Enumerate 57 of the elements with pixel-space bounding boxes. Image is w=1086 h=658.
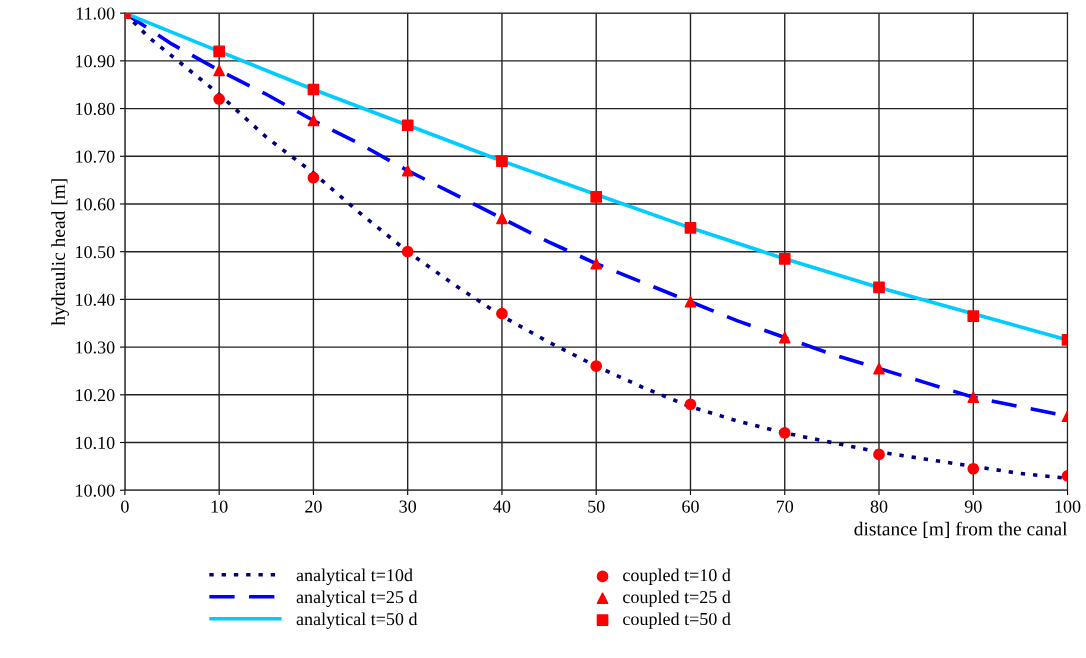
point — [590, 190, 603, 203]
y-tick-label: 10.40 — [76, 293, 115, 306]
y-tick-label: 10.80 — [76, 102, 115, 116]
x-tick-label: 20 — [305, 500, 322, 513]
y-tick-label: 10.10 — [76, 436, 115, 450]
x-tick-label: 80 — [870, 500, 888, 513]
x-tick-label: 50 — [588, 500, 605, 513]
point — [401, 164, 414, 177]
point — [401, 119, 414, 132]
x-tick-label: 100 — [1055, 500, 1081, 513]
x-tick-label: 10 — [211, 500, 228, 513]
y-tick-label: 10.70 — [76, 150, 115, 163]
y-tick-label: 11.00 — [76, 7, 115, 20]
y-tick-label: 10.00 — [76, 484, 115, 497]
legend-label: coupled t=10 d — [623, 568, 731, 585]
x-tick-label: 0 — [121, 500, 129, 513]
x-tick-label: 30 — [399, 500, 417, 513]
y-axis-title: hydraulic head [m] — [51, 179, 69, 326]
point — [684, 398, 697, 411]
x-tick-label: 90 — [964, 500, 982, 513]
point — [967, 310, 980, 322]
point — [496, 155, 508, 167]
point — [684, 221, 697, 234]
x-tick-label: 70 — [776, 500, 794, 513]
point — [213, 93, 225, 105]
point — [778, 252, 791, 265]
point — [496, 307, 508, 320]
point — [496, 212, 508, 225]
point — [778, 427, 791, 439]
point — [307, 83, 320, 96]
point — [213, 64, 225, 77]
y-tick-label: 10.20 — [76, 389, 115, 402]
x-axis-title: distance [m] from the canal — [854, 521, 1068, 538]
legend-label: coupled t=50 d — [623, 612, 731, 629]
y-tick-label: 10.50 — [76, 245, 115, 259]
point — [873, 362, 885, 375]
point — [778, 331, 791, 344]
point — [873, 281, 885, 294]
y-tick-label: 10.90 — [76, 55, 115, 68]
x-tick-label: 60 — [682, 500, 699, 513]
point — [307, 114, 320, 127]
point — [873, 448, 885, 461]
point — [213, 45, 225, 58]
point — [307, 171, 320, 184]
legend-label: coupled t=25 d — [623, 590, 731, 607]
point — [590, 257, 603, 270]
point — [684, 295, 697, 308]
point — [401, 245, 414, 258]
y-tick-label: 10.60 — [76, 198, 115, 211]
legend-label: analytical t=10d — [296, 568, 413, 586]
legend-label: analytical t=25 d — [296, 590, 418, 607]
point — [967, 391, 980, 404]
x-tick-label: 40 — [493, 500, 511, 513]
legend-label: analytical t=50 d — [296, 612, 418, 629]
point — [967, 462, 980, 475]
y-tick-label: 10.30 — [76, 341, 115, 354]
point — [590, 360, 603, 373]
